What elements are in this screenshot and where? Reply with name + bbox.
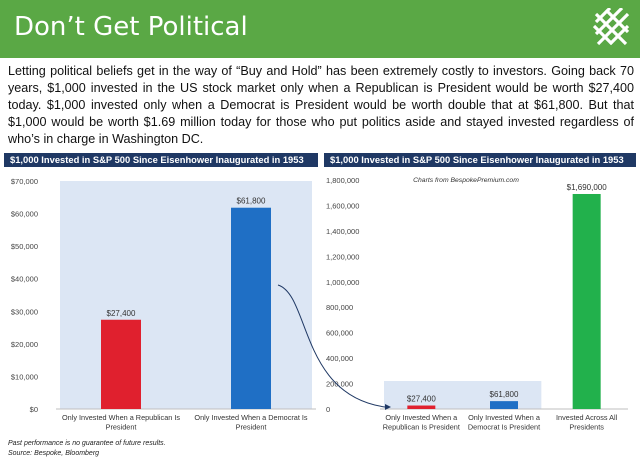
x-category-label: Only Invested When a [468, 413, 541, 422]
y-tick-label: $50,000 [11, 242, 38, 251]
y-tick-label: 600,000 [326, 329, 353, 338]
y-tick-label: $60,000 [11, 210, 38, 219]
x-category-label: President [106, 423, 137, 432]
y-tick-label: 1,400,000 [326, 227, 359, 236]
highlight-region [60, 181, 312, 409]
left-chart-title: $1,000 Invested in S&P 500 Since Eisenho… [4, 153, 318, 167]
y-tick-label: 1,600,000 [326, 201, 359, 210]
x-category-label: Only Invested When a Republican Is [62, 413, 180, 422]
y-tick-label: 1,000,000 [326, 278, 359, 287]
chart-subtitle: Charts from BespokePremium.com [413, 177, 519, 184]
bar-value-label: $61,800 [490, 390, 519, 399]
x-category-label: Invested Across All [556, 413, 618, 422]
y-tick-label: $20,000 [11, 340, 38, 349]
x-category-label: President [236, 423, 267, 432]
page-title: Don’t Get Political [14, 12, 248, 42]
y-tick-label: 1,200,000 [326, 252, 359, 261]
left-chart: $0 $10,000 $20,000 $30,000 $40,000 $50,000 $60… [11, 177, 316, 432]
x-category-label: Republican Is President [383, 423, 460, 432]
bar [231, 207, 271, 409]
right-chart-title: $1,000 Invested in S&P 500 Since Eisenho… [324, 153, 636, 167]
bar-value-label: $1,690,000 [567, 183, 608, 192]
bar [407, 405, 436, 409]
bar [101, 319, 141, 409]
bar-value-label: $27,400 [107, 309, 136, 318]
source-note: Source: Bespoke, Bloomberg [8, 450, 100, 457]
bar-value-label: $27,400 [407, 395, 436, 404]
bar [572, 193, 601, 409]
y-tick-label: $0 [30, 405, 38, 414]
y-tick-label: 200,000 [326, 380, 353, 389]
y-tick-label: 400,000 [326, 354, 353, 363]
y-tick-label: $40,000 [11, 275, 38, 284]
x-category-label: Only Invested When a Democrat Is [194, 413, 307, 422]
x-category-label: Only Invested When a [385, 413, 458, 422]
bar [490, 401, 518, 409]
y-tick-label: $70,000 [11, 177, 38, 186]
x-category-label: Presidents [569, 423, 604, 432]
y-tick-label: 800,000 [326, 303, 353, 312]
right-chart: 0 200,000 400,000 600,000 800,000 1,000,000 1,… [326, 176, 628, 432]
x-category-label: Democrat Is President [468, 423, 540, 432]
disclaimer-note: Past performance is no guarantee of futu… [8, 440, 166, 447]
bar-value-label: $61,800 [237, 197, 266, 206]
y-tick-label: 0 [326, 405, 330, 414]
y-tick-label: 1,800,000 [326, 176, 359, 185]
y-tick-label: $30,000 [11, 307, 38, 316]
bespoke-logo-icon [592, 8, 630, 46]
y-tick-label: $10,000 [11, 372, 38, 381]
intro-paragraph: Letting political beliefs get in the way… [8, 64, 634, 146]
header-bar: Don’t Get Political [0, 0, 640, 58]
